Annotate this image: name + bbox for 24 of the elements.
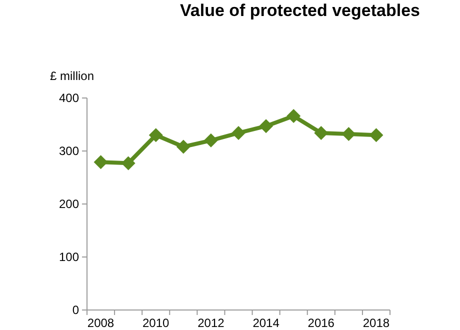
x-tick-label: 2016 bbox=[308, 316, 335, 330]
x-tick-label: 2008 bbox=[87, 316, 114, 330]
y-tick-label: 100 bbox=[58, 250, 80, 264]
point bbox=[314, 126, 328, 140]
point bbox=[204, 133, 218, 148]
point bbox=[342, 127, 356, 142]
x-tick-label: 2018 bbox=[362, 316, 390, 330]
point bbox=[259, 119, 274, 134]
chart-title: Value of protected vegetables bbox=[180, 1, 420, 20]
point bbox=[148, 128, 163, 142]
x-tick-label: 2014 bbox=[252, 316, 280, 330]
y-axis-title: £ million bbox=[50, 69, 94, 83]
point bbox=[286, 109, 301, 124]
x-tick-label: 2012 bbox=[198, 316, 225, 330]
point bbox=[121, 156, 136, 170]
point bbox=[232, 126, 246, 140]
y-tick-label: 300 bbox=[58, 144, 80, 158]
x-tick-label: 2010 bbox=[142, 316, 170, 330]
point bbox=[94, 155, 108, 170]
point bbox=[176, 140, 190, 154]
y-tick-label: 400 bbox=[58, 91, 80, 106]
y-tick-label: 0 bbox=[72, 303, 80, 318]
point bbox=[369, 128, 384, 142]
y-tick-label: 200 bbox=[58, 197, 80, 212]
